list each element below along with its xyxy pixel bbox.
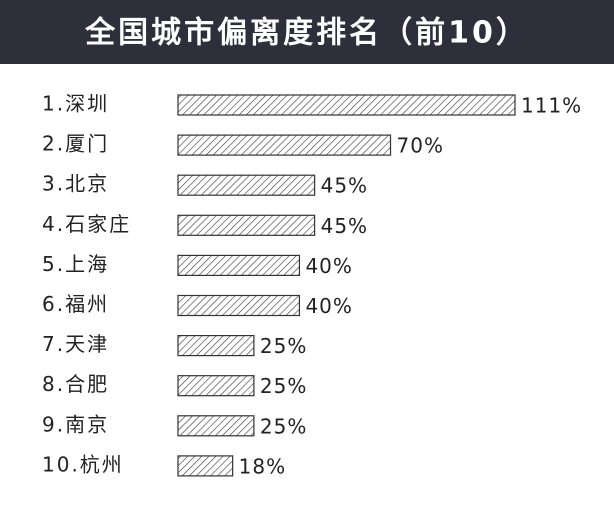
bar xyxy=(177,254,301,276)
value-label: 70% xyxy=(397,134,444,158)
category-label: 5.上海 xyxy=(42,252,109,276)
value-label: 25% xyxy=(260,414,307,438)
chart-title: 全国城市偏离度排名（前10） xyxy=(84,16,529,51)
bar xyxy=(177,335,255,357)
category-label: 6.福州 xyxy=(42,292,109,316)
category-label: 1.深圳 xyxy=(42,92,109,116)
bar xyxy=(177,214,316,236)
value-label: 111% xyxy=(521,94,582,118)
category-label: 4.石家庄 xyxy=(42,212,131,236)
bar xyxy=(177,415,255,437)
title-bar xyxy=(0,0,614,64)
bar xyxy=(177,174,316,196)
category-label: 3.北京 xyxy=(42,172,109,196)
category-label: 8.合肥 xyxy=(42,372,109,396)
value-label: 40% xyxy=(305,294,352,318)
category-label: 10.杭州 xyxy=(42,452,124,476)
value-label: 40% xyxy=(305,254,352,278)
category-label: 7.天津 xyxy=(42,332,109,356)
category-label: 9.南京 xyxy=(42,412,109,436)
bar xyxy=(177,94,516,116)
value-label: 25% xyxy=(260,334,307,358)
bar xyxy=(177,375,255,397)
bar xyxy=(177,294,301,317)
value-label: 25% xyxy=(260,374,307,398)
bar xyxy=(177,134,392,156)
value-label: 18% xyxy=(239,454,286,478)
value-label: 45% xyxy=(321,174,368,198)
value-label: 45% xyxy=(321,214,368,238)
bar xyxy=(177,455,234,477)
category-label: 2.厦门 xyxy=(42,132,109,156)
